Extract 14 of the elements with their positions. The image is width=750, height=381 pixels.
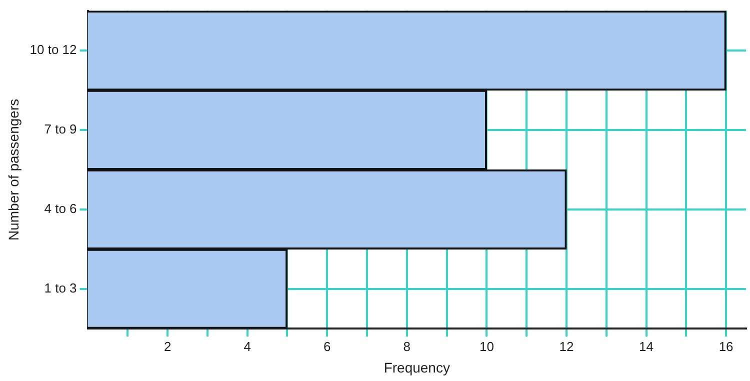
- y-tick-label: 1 to 3: [44, 280, 77, 296]
- x-tick-label: 4: [244, 338, 251, 354]
- x-tick-label: 10: [479, 338, 494, 354]
- x-tick-label: 16: [718, 338, 734, 354]
- x-tick-label: 6: [324, 338, 331, 354]
- x-tick-label: 8: [403, 338, 411, 354]
- y-tick-label: 4 to 6: [44, 201, 77, 216]
- y-axis-title: Number of passengers: [5, 98, 22, 241]
- y-tick-label: 7 to 9: [44, 122, 77, 137]
- x-tick-label: 12: [559, 338, 574, 354]
- x-tick-label: 14: [639, 338, 654, 354]
- y-tick-label: 10 to 12: [30, 42, 77, 58]
- x-tick-label: 2: [164, 338, 172, 354]
- x-axis-title: Frequency: [384, 359, 450, 376]
